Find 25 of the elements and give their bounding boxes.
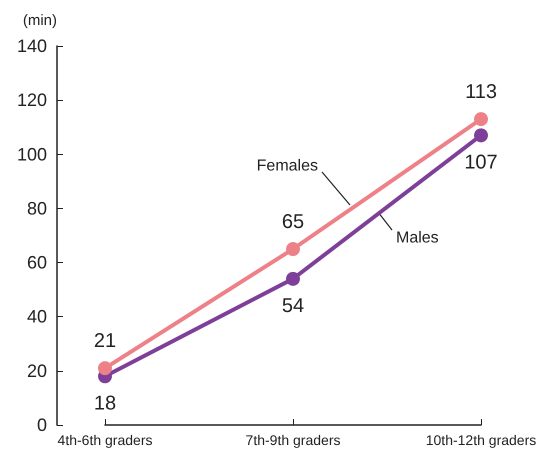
point: [474, 128, 488, 142]
x-tick-label: 4th-6th graders: [58, 432, 152, 448]
y-tick-label: 0: [36, 415, 47, 435]
y-tick-label: 20: [26, 360, 47, 381]
x-tick-label: 7th-9th graders: [246, 432, 340, 448]
point: [286, 272, 300, 286]
data-label: 21: [94, 330, 116, 352]
y-tick-label: 140: [16, 36, 47, 56]
data-label: 107: [464, 151, 498, 174]
y-tick-label: 40: [26, 306, 47, 327]
x-tick-label: 10th-12th graders: [426, 432, 536, 448]
y-tick-label: 100: [16, 144, 47, 164]
y-tick-label: 120: [16, 90, 47, 110]
series-label: Males: [396, 230, 439, 246]
point: [98, 361, 112, 376]
y-tick-label: 60: [26, 252, 47, 273]
data-label: 113: [465, 81, 497, 104]
point: [474, 112, 488, 126]
data-label: 54: [282, 294, 304, 317]
text: Females: [256, 158, 318, 174]
point: [286, 242, 300, 256]
y-tick-label: 80: [26, 198, 47, 218]
data-label: 65: [282, 211, 304, 234]
y-axis-title: (min): [22, 12, 57, 29]
data-label: 18: [94, 392, 116, 414]
